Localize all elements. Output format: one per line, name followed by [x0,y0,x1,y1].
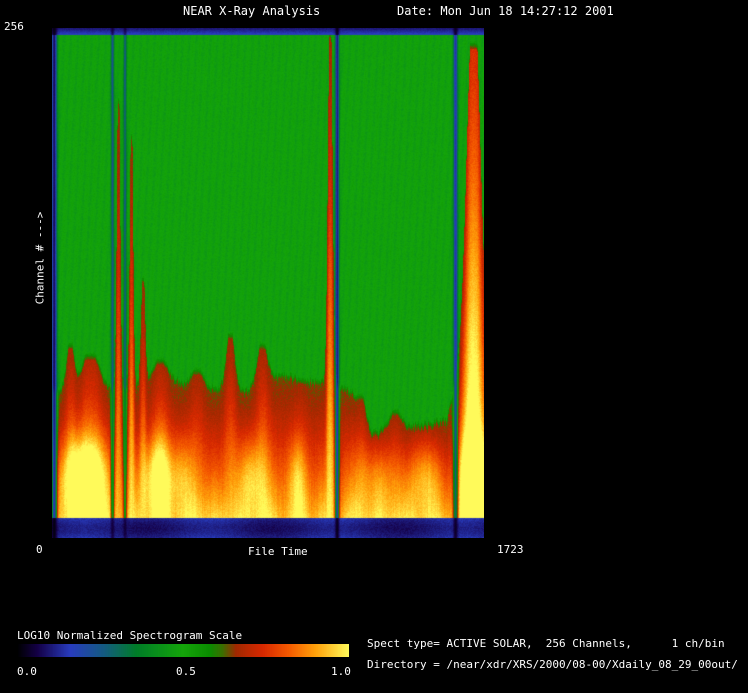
x-axis-max-label: 1723 [497,543,524,556]
spect-type-info: Spect type= ACTIVE SOLAR, 256 Channels, … [367,637,725,650]
colorbar-title: LOG10 Normalized Spectrogram Scale [17,629,243,642]
axis-origin-label: 0 [36,543,43,556]
colorbar-tick-max: 1.0 [331,665,351,678]
timestamp-label: Date: Mon Jun 18 14:27:12 2001 [397,4,614,18]
colorbar-gradient [17,644,349,657]
page-title: NEAR X-Ray Analysis [183,4,321,18]
colorbar-tick-mid: 0.5 [176,665,196,678]
colorbar-tick-min: 0.0 [17,665,37,678]
spectrogram-image [52,28,484,538]
x-axis-title: File Time [248,545,308,558]
y-axis-title: Channel # ---> [33,211,47,305]
directory-info: Directory = /near/xdr/XRS/2000/08-00/Xda… [367,658,738,671]
y-axis-max-label: 256 [4,20,24,33]
